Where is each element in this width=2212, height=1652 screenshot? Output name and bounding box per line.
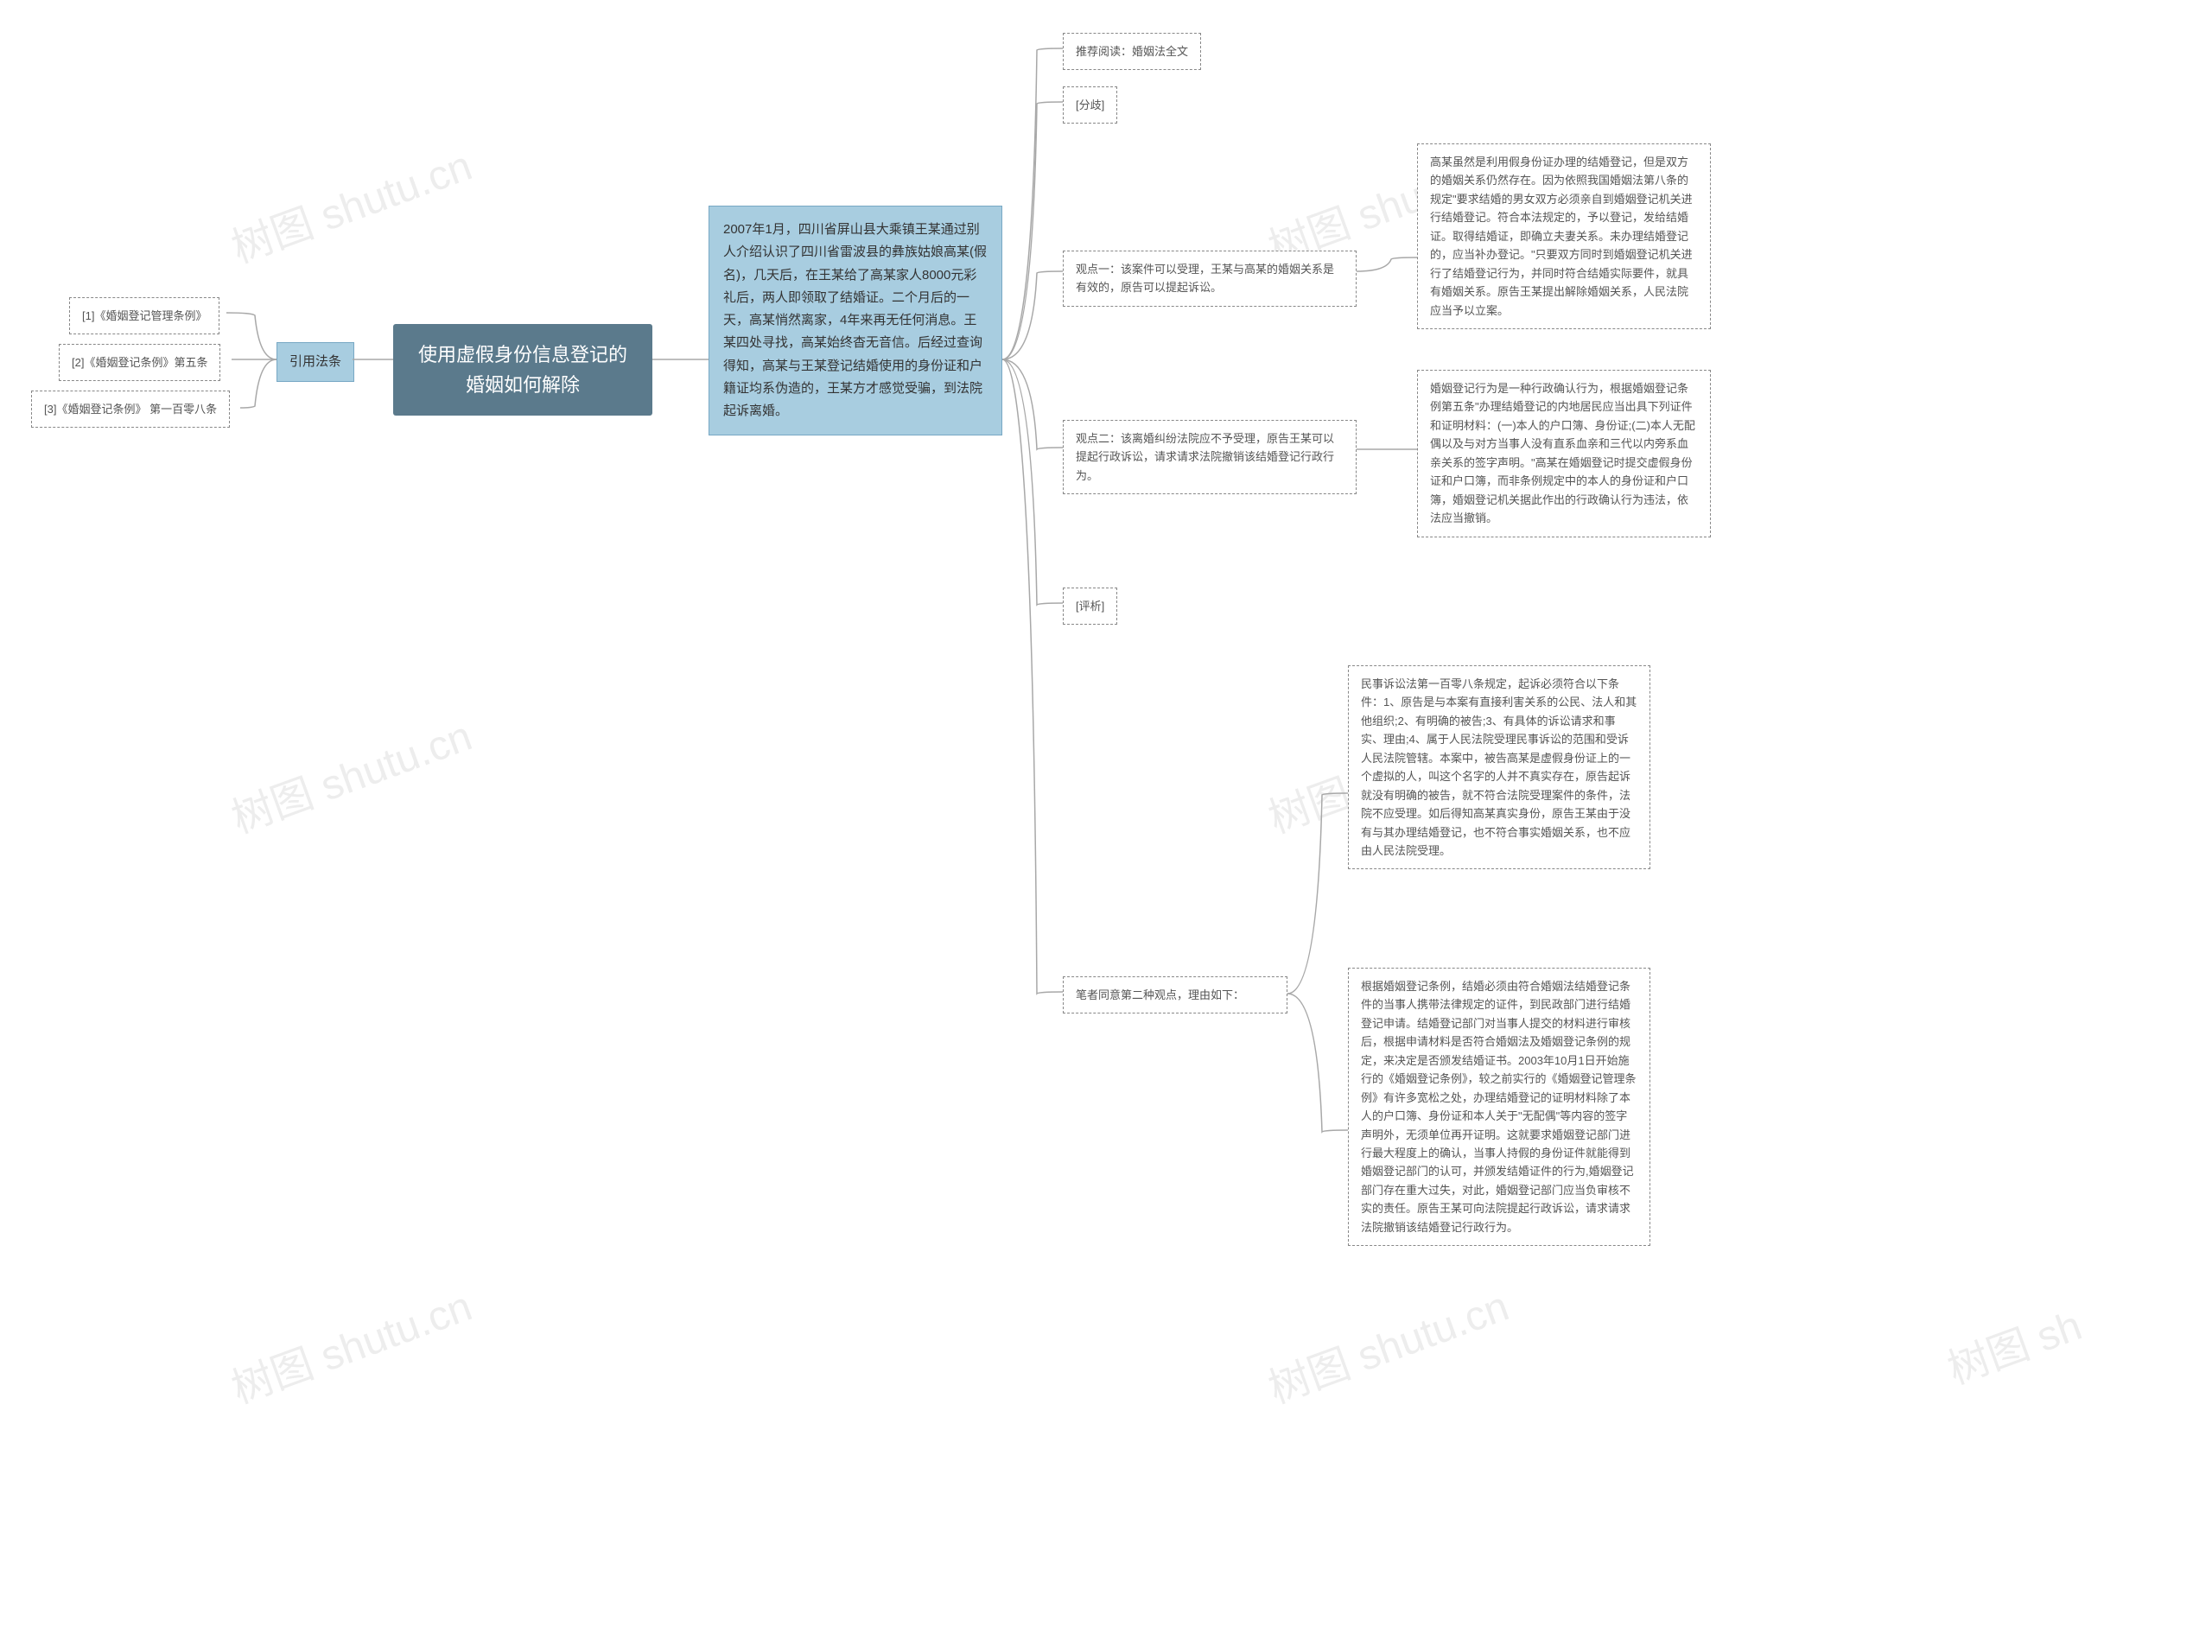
- center-title: 使用虚假身份信息登记的 婚姻如何解除: [418, 344, 627, 396]
- viewpoint-1-detail-text: 高某虽然是利用假身份证办理的结婚登记，但是双方的婚姻关系仍然存在。因为依照我国婚…: [1430, 156, 1693, 317]
- ref-label: [2]《婚姻登记条例》第五条: [72, 356, 207, 369]
- viewpoint-2[interactable]: 观点二：该离婚纠纷法院应不予受理，原告王某可以提起行政诉讼，请求请求法院撤销该结…: [1063, 420, 1357, 494]
- analysis-text: [评析]: [1076, 600, 1104, 613]
- watermark: 树图 shutu.cn: [222, 131, 479, 274]
- ref-label: [3]《婚姻登记条例》 第一百零八条: [44, 403, 217, 416]
- viewpoint-2-detail[interactable]: 婚姻登记行为是一种行政确认行为，根据婚姻登记条例第五条"办理结婚登记的内地居民应…: [1417, 370, 1711, 537]
- reason-2[interactable]: 根据婚姻登记条例，结婚必须由符合婚姻法结婚登记条件的当事人携带法律规定的证件，到…: [1348, 968, 1650, 1246]
- case-text: 2007年1月，四川省屏山县大乘镇王某通过别人介绍认识了四川省雷波县的彝族姑娘高…: [723, 222, 987, 418]
- author-viewpoint[interactable]: 笔者同意第二种观点，理由如下：: [1063, 976, 1287, 1013]
- divergence-text: [分歧]: [1076, 98, 1104, 111]
- ref-label: [1]《婚姻登记管理条例》: [82, 309, 207, 322]
- watermark: 树图 shutu.cn: [222, 1272, 479, 1414]
- center-topic[interactable]: 使用虚假身份信息登记的 婚姻如何解除: [393, 324, 652, 416]
- ref-item[interactable]: [2]《婚姻登记条例》第五条: [59, 344, 220, 381]
- analysis-label[interactable]: [评析]: [1063, 588, 1117, 625]
- viewpoint-1-text: 观点一：该案件可以受理，王某与高某的婚姻关系是有效的，原告可以提起诉讼。: [1076, 263, 1334, 294]
- recommend-text: 推荐阅读：婚姻法全文: [1076, 45, 1188, 58]
- viewpoint-2-detail-text: 婚姻登记行为是一种行政确认行为，根据婚姻登记条例第五条"办理结婚登记的内地居民应…: [1430, 382, 1695, 524]
- recommend-reading[interactable]: 推荐阅读：婚姻法全文: [1063, 33, 1201, 70]
- reason-1-text: 民事诉讼法第一百零八条规定，起诉必须符合以下条件：1、原告是与本案有直接利害关系…: [1361, 677, 1637, 857]
- author-viewpoint-text: 笔者同意第二种观点，理由如下：: [1076, 988, 1244, 1001]
- divergence-label[interactable]: [分歧]: [1063, 86, 1117, 124]
- left-bridge-label: 引用法条: [289, 354, 341, 369]
- viewpoint-2-text: 观点二：该离婚纠纷法院应不予受理，原告王某可以提起行政诉讼，请求请求法院撤销该结…: [1076, 432, 1334, 482]
- case-description[interactable]: 2007年1月，四川省屏山县大乘镇王某通过别人介绍认识了四川省雷波县的彝族姑娘高…: [709, 206, 1002, 435]
- ref-item[interactable]: [3]《婚姻登记条例》 第一百零八条: [31, 391, 230, 428]
- reason-1[interactable]: 民事诉讼法第一百零八条规定，起诉必须符合以下条件：1、原告是与本案有直接利害关系…: [1348, 665, 1650, 869]
- reason-2-text: 根据婚姻登记条例，结婚必须由符合婚姻法结婚登记条件的当事人携带法律规定的证件，到…: [1361, 980, 1637, 1234]
- watermark: 树图 sh: [1938, 1292, 2088, 1396]
- connectors: [0, 0, 2212, 1652]
- ref-item[interactable]: [1]《婚姻登记管理条例》: [69, 297, 219, 334]
- viewpoint-1-detail[interactable]: 高某虽然是利用假身份证办理的结婚登记，但是双方的婚姻关系仍然存在。因为依照我国婚…: [1417, 143, 1711, 329]
- watermark: 树图 shutu.cn: [1259, 1272, 1516, 1414]
- left-bridge[interactable]: 引用法条: [276, 342, 354, 382]
- viewpoint-1[interactable]: 观点一：该案件可以受理，王某与高某的婚姻关系是有效的，原告可以提起诉讼。: [1063, 251, 1357, 307]
- watermark: 树图 shutu.cn: [222, 702, 479, 844]
